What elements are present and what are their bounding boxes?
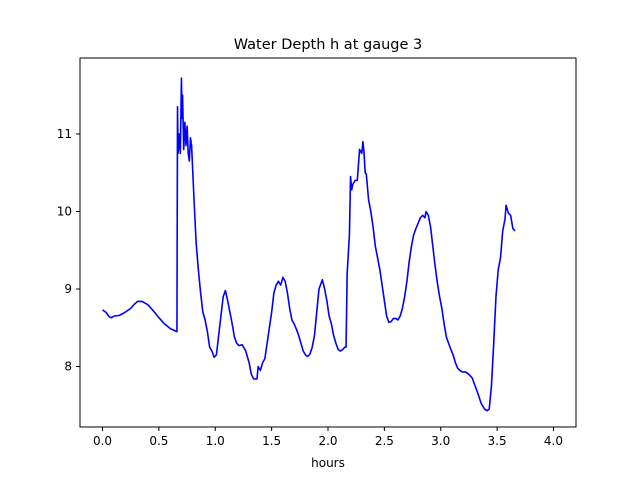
x-tick-label: 2.0: [318, 434, 337, 448]
x-tick-label: 3.5: [488, 434, 507, 448]
x-tick-label: 1.0: [206, 434, 225, 448]
x-axis-ticks: 0.0 0.5 1.0 1.5 2.0 2.5 3.0 3.5 4.0: [93, 427, 563, 448]
y-tick-label: 10: [57, 204, 72, 218]
x-tick-label: 4.0: [544, 434, 563, 448]
series-line: [102, 77, 516, 412]
x-tick-label: 0.5: [149, 434, 168, 448]
x-tick-label: 0.0: [93, 434, 112, 448]
x-tick-label: 3.0: [431, 434, 450, 448]
chart-title: Water Depth h at gauge 3: [234, 37, 422, 53]
y-axis-ticks: 8 9 10 11: [57, 127, 80, 374]
x-tick-label: 2.5: [375, 434, 394, 448]
y-tick-label: 11: [57, 127, 72, 141]
x-axis-label: hours: [311, 456, 345, 470]
y-tick-label: 9: [64, 282, 72, 296]
y-tick-label: 8: [64, 360, 72, 374]
x-tick-label: 1.5: [262, 434, 281, 448]
plot-area-frame: [79, 57, 577, 428]
